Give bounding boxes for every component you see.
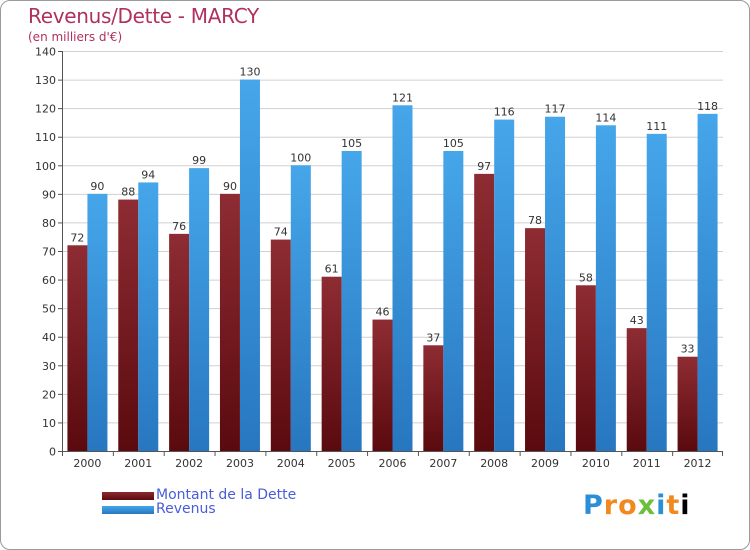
bar-revenus: [341, 151, 362, 451]
chart-title: Revenus/Dette - MARCY: [28, 4, 259, 28]
data-label-debt: 90: [223, 180, 237, 193]
y-tick-label: 50: [42, 303, 56, 316]
bar-debt: [575, 285, 596, 451]
y-tick-label: 140: [35, 46, 56, 59]
y-tick-label: 100: [35, 160, 56, 173]
y-tick-label: 120: [35, 103, 56, 116]
data-label-debt: 43: [630, 314, 644, 327]
data-label-revenus: 116: [494, 106, 515, 119]
bar-debt: [372, 319, 393, 451]
data-label-debt: 46: [376, 306, 390, 319]
x-tick-label: 2009: [531, 457, 559, 470]
y-tick-label: 40: [42, 331, 56, 344]
x-tick-label: 2001: [124, 457, 152, 470]
bar-revenus: [697, 113, 718, 451]
bar-debt: [677, 356, 698, 451]
x-tick-label: 2010: [582, 457, 610, 470]
data-label-debt: 74: [274, 226, 288, 239]
x-tick-label: 2008: [480, 457, 508, 470]
legend-label-revenus: Revenus: [156, 501, 216, 517]
bar-debt: [118, 199, 139, 451]
logo-letter: t: [666, 490, 681, 521]
logo-letter: i: [680, 490, 691, 521]
bar-debt: [67, 245, 88, 451]
bar-revenus: [290, 165, 311, 452]
y-tick-label: 20: [42, 388, 56, 401]
x-tick-label: 2007: [429, 457, 457, 470]
y-tick-label: 60: [42, 274, 56, 287]
data-label-revenus: 90: [90, 180, 104, 193]
x-tick-label: 2011: [633, 457, 661, 470]
y-tick-label: 110: [35, 131, 56, 144]
data-label-revenus: 118: [697, 100, 718, 113]
logo-letter: P: [583, 490, 604, 521]
bar-revenus: [646, 133, 667, 451]
bar-revenus: [189, 168, 210, 451]
bar-revenus: [239, 79, 260, 452]
legend-label-debt: Montant de la Dette: [156, 487, 297, 503]
bar-revenus: [87, 193, 108, 451]
data-label-debt: 33: [681, 343, 695, 356]
bar-debt: [169, 233, 190, 451]
y-tick-label: 0: [49, 446, 56, 459]
data-label-revenus: 130: [239, 66, 260, 79]
bar-revenus: [595, 125, 616, 452]
legend-swatch-revenus: [102, 506, 154, 514]
data-label-revenus: 105: [443, 137, 464, 150]
data-label-revenus: 105: [341, 137, 362, 150]
bar-revenus: [392, 105, 413, 452]
data-label-debt: 88: [121, 186, 135, 199]
data-label-debt: 78: [528, 214, 542, 227]
x-tick-label: 2006: [379, 457, 407, 470]
data-label-debt: 61: [325, 263, 339, 276]
x-tick-label: 2002: [175, 457, 203, 470]
chart-subtitle: (en milliers d'€): [28, 30, 123, 44]
data-label-revenus: 111: [646, 120, 667, 133]
y-tick-label: 130: [35, 74, 56, 87]
bar-revenus: [443, 151, 464, 451]
x-tick-label: 2005: [328, 457, 356, 470]
data-label-revenus: 100: [290, 151, 311, 164]
bar-revenus: [545, 116, 566, 451]
data-label-debt: 97: [477, 160, 491, 173]
data-label-revenus: 117: [545, 103, 566, 116]
y-tick-label: 10: [42, 417, 56, 430]
data-label-revenus: 99: [192, 154, 206, 167]
x-tick-label: 2012: [684, 457, 712, 470]
data-label-debt: 72: [70, 231, 84, 244]
logo-letter: r: [603, 490, 619, 521]
logo-letter: i: [656, 490, 667, 521]
bar-debt: [219, 193, 240, 451]
y-tick-label: 80: [42, 217, 56, 230]
bar-debt: [423, 345, 444, 451]
y-tick-label: 90: [42, 188, 56, 201]
data-label-revenus: 114: [595, 111, 616, 124]
legend-swatch-debt: [102, 492, 154, 500]
data-label-debt: 76: [172, 220, 186, 233]
bar-revenus: [494, 119, 515, 452]
proxiti-logo: Proxiti: [583, 490, 691, 521]
data-label-revenus: 121: [392, 91, 413, 104]
y-tick-label: 70: [42, 246, 56, 259]
x-tick-label: 2000: [73, 457, 101, 470]
x-tick-label: 2003: [226, 457, 254, 470]
data-label-debt: 58: [579, 271, 593, 284]
logo-letter: x: [637, 490, 657, 521]
data-label-debt: 37: [426, 331, 440, 344]
bar-debt: [321, 276, 342, 451]
data-label-revenus: 94: [141, 168, 155, 181]
y-tick-label: 30: [42, 360, 56, 373]
x-tick-label: 2004: [277, 457, 305, 470]
bar-debt: [525, 228, 546, 451]
bar-debt: [474, 173, 495, 451]
bar-debt: [270, 239, 291, 451]
bar-debt: [626, 328, 647, 451]
logo-letter: o: [618, 490, 638, 521]
bar-revenus: [138, 182, 159, 451]
